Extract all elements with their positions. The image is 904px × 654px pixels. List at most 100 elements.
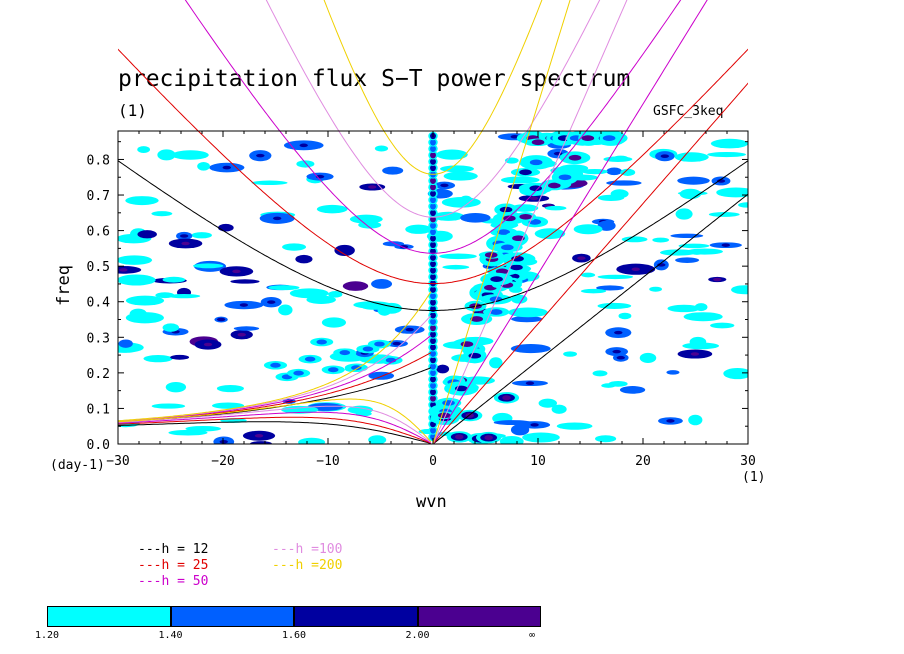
contour-blob <box>690 249 704 255</box>
contour-blob <box>430 183 436 191</box>
contour-blob <box>143 355 173 363</box>
contour-blob <box>270 362 281 368</box>
contour-blob <box>710 138 748 149</box>
contour-blob <box>616 355 625 360</box>
contour-blob <box>460 213 491 223</box>
contour-blob <box>399 244 409 249</box>
contour-blob <box>595 435 617 443</box>
legend-label: h = 12 <box>161 542 209 557</box>
contour-blob <box>430 145 436 152</box>
colorbar-tick-label: 1.60 <box>282 630 307 641</box>
contour-blob <box>619 386 646 394</box>
rossby-curve <box>118 411 432 444</box>
contour-blob <box>597 194 625 201</box>
contour-blob <box>614 330 623 335</box>
contour-blob <box>222 165 231 170</box>
contour-blob <box>602 135 616 141</box>
contour-blob <box>677 191 708 196</box>
contour-blob <box>439 253 477 260</box>
contour-blob <box>442 264 470 270</box>
contour-blob <box>430 369 436 377</box>
contour-blob <box>181 241 190 246</box>
contour-blob <box>432 211 465 221</box>
contour-blob <box>621 236 648 243</box>
contour-blob <box>548 182 561 189</box>
contour-blob <box>499 436 524 444</box>
contour-blob <box>460 341 474 347</box>
legend-label: h =200 <box>295 558 343 573</box>
contour-blob <box>405 327 414 332</box>
legend-line-swatch: --- <box>138 574 162 589</box>
chart-units-label: (1) <box>118 101 147 120</box>
contour-blob <box>430 190 436 197</box>
contour-blob <box>211 402 245 409</box>
contour-blob <box>660 154 670 158</box>
contour-blob <box>430 324 436 332</box>
contour-blob <box>470 316 483 322</box>
kelvin-curve <box>432 193 748 444</box>
contour-blob <box>430 312 436 319</box>
contour-blob <box>219 440 228 444</box>
contour-blob <box>374 145 389 152</box>
contour-blob <box>218 223 234 232</box>
inertia-gravity-curve <box>118 160 748 311</box>
contour-blob <box>405 224 432 234</box>
colorbar-tick-label: ∞ <box>529 630 536 641</box>
y-tick-label: 0.1 <box>87 402 110 417</box>
x-tick-label: 10 <box>530 454 546 469</box>
contour-blob <box>436 149 468 160</box>
contour-blob <box>339 350 351 356</box>
contour-blob <box>256 153 265 158</box>
contour-blob <box>170 354 190 360</box>
contour-blob <box>530 423 539 427</box>
contour-blob <box>501 244 514 251</box>
contour-blob <box>721 243 730 247</box>
contour-blob <box>529 196 539 201</box>
colorbar-segment <box>294 606 418 627</box>
contour-blob <box>502 395 511 401</box>
contour-blob <box>430 139 436 146</box>
y-tick-label: 0.8 <box>87 153 110 168</box>
contour-blob <box>508 307 548 318</box>
contour-blob <box>296 160 315 168</box>
inertia-gravity-curve <box>118 48 748 285</box>
contour-blob <box>374 341 385 347</box>
contour-blob <box>430 228 436 236</box>
y-tick-label: 0.6 <box>87 225 110 240</box>
contour-blob <box>157 149 176 161</box>
x-tick-label: −20 <box>211 454 234 469</box>
contour-blob <box>237 332 246 337</box>
colorbar-segment <box>47 606 171 627</box>
x-axis-units-right: (1) <box>742 470 766 485</box>
contour-blob <box>155 292 175 299</box>
legend-item: --- h =100 <box>272 542 342 557</box>
colorbar-tick-label: 2.00 <box>405 630 430 641</box>
contour-blob <box>440 165 474 173</box>
contour-blob <box>667 304 701 313</box>
contour-blob <box>674 152 709 162</box>
contour-blob <box>430 318 436 325</box>
contour-blob <box>316 339 327 345</box>
contour-blob <box>511 315 543 323</box>
contour-blob <box>137 230 157 239</box>
contour-blob <box>689 336 707 347</box>
contour-blob <box>232 269 241 274</box>
contour-blob <box>544 205 567 211</box>
contour-blob <box>430 363 436 370</box>
contour-blob <box>710 322 735 329</box>
legend-label: h = 50 <box>161 574 209 589</box>
contour-blob <box>216 384 244 393</box>
legend-item: --- h =200 <box>272 558 342 573</box>
contour-blob <box>596 285 625 291</box>
contour-blob <box>430 344 436 351</box>
colorbar-segment <box>170 606 294 627</box>
contour-blob <box>534 228 566 240</box>
contour-blob <box>639 352 657 363</box>
contour-blob <box>443 171 478 181</box>
contour-blob <box>613 155 628 161</box>
contour-blob <box>289 288 329 299</box>
contour-blob <box>203 342 213 347</box>
contour-blob <box>347 405 374 415</box>
contour-blob <box>675 257 700 263</box>
contour-blob <box>649 286 662 292</box>
